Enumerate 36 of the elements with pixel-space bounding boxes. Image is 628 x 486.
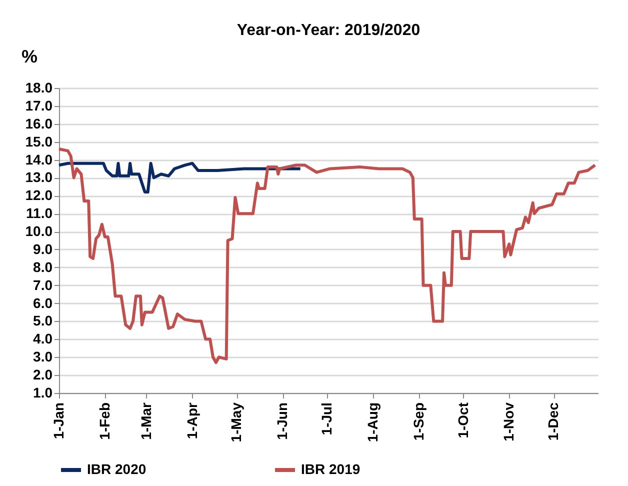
y-tick-label: 7.0 [33, 276, 53, 293]
x-tick-label: 1-Jan [50, 402, 66, 440]
line-series [58, 148, 597, 364]
y-tick-label: 12.0 [25, 187, 53, 204]
x-tick-label: 1-Sep [410, 402, 426, 441]
y-tick-label: 5.0 [33, 312, 53, 329]
x-tick-label: 1-Feb [96, 402, 112, 440]
y-tick-label: 3.0 [33, 348, 53, 365]
y-tick-label: 11.0 [26, 205, 53, 222]
y-tick-label: 15.0 [25, 133, 53, 150]
y-tick-label: 14.0 [25, 151, 53, 168]
legend-label: IBR 2020 [87, 461, 146, 477]
y-tick-label: 4.0 [33, 330, 53, 347]
x-tick-label: 1-Apr [184, 402, 200, 440]
x-tick-label: 1-Aug [364, 402, 380, 442]
y-tick-label: 17.0 [25, 97, 53, 114]
line-series [58, 162, 302, 194]
x-tick-label: 1-Dec [545, 402, 562, 441]
x-tick-label: 1-May [228, 402, 244, 442]
chart-title: Year-on-Year: 2019/2020 [236, 22, 420, 39]
x-tick-label: 1-Mar [138, 402, 154, 440]
y-tick-label: 2.0 [33, 366, 53, 383]
y-tick-label: 16.0 [25, 115, 53, 132]
legend-label: IBR 2019 [301, 461, 360, 477]
x-tick-label: 1-Jul [318, 402, 335, 436]
y-axis-title: % [21, 46, 38, 66]
x-tick-label: 1-Nov [500, 402, 517, 442]
y-tick-label: 13.0 [25, 169, 53, 186]
y-tick-label: 6.0 [33, 294, 53, 311]
y-tick-label: 9.0 [33, 240, 53, 257]
x-tick-label: 1-Oct [454, 402, 471, 438]
y-tick-label: 8.0 [33, 258, 53, 275]
y-tick-label: 18.0 [25, 80, 53, 96]
y-tick-label: 1.0 [33, 384, 53, 400]
x-tick-label: 1-Jun [274, 402, 290, 440]
y-tick-label: 10.0 [25, 223, 53, 240]
